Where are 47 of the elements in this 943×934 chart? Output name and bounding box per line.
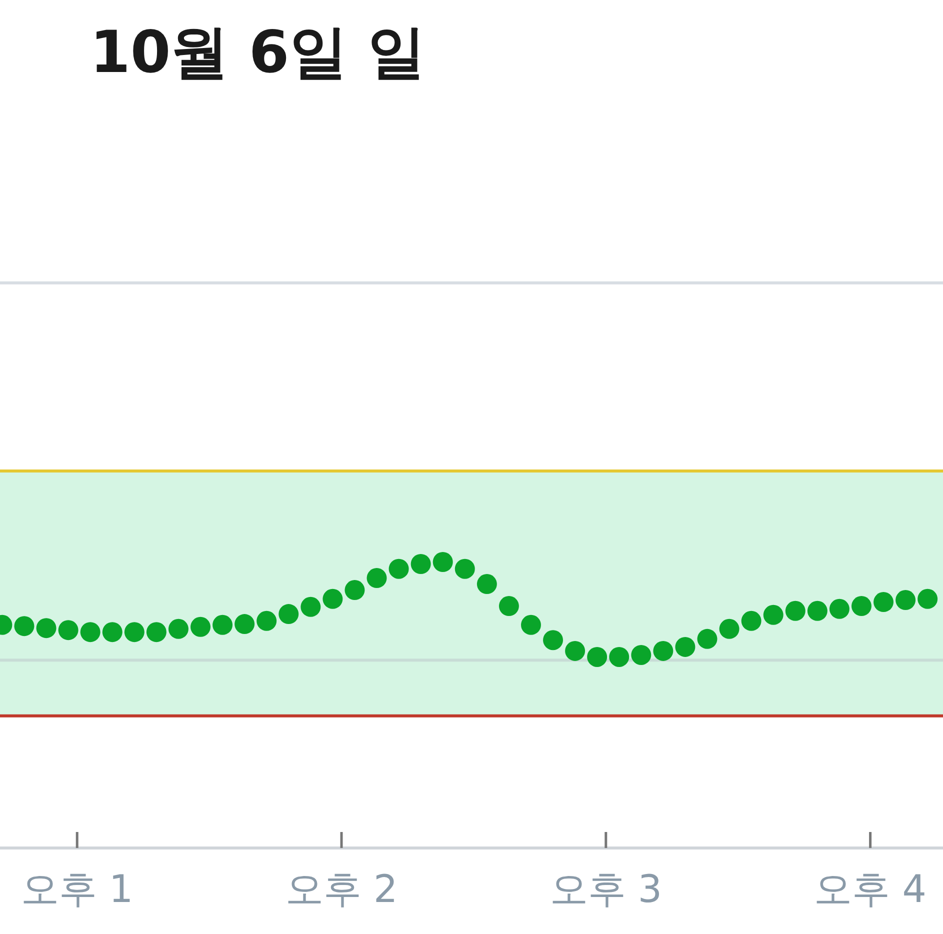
point xyxy=(675,636,696,657)
point xyxy=(719,618,740,639)
x-tick-label: 오후 1 xyxy=(20,867,134,911)
x-tick-label: 오후 3 xyxy=(550,867,662,911)
x-tick-label: 오후 4 xyxy=(814,867,926,911)
point xyxy=(300,596,321,617)
point xyxy=(212,614,233,635)
point xyxy=(543,630,564,650)
point xyxy=(124,622,144,642)
point xyxy=(80,622,100,642)
point xyxy=(102,622,122,642)
point xyxy=(785,600,806,621)
point xyxy=(432,552,453,572)
point xyxy=(454,558,475,579)
point xyxy=(476,574,497,594)
point xyxy=(829,598,850,619)
point xyxy=(697,628,718,649)
point xyxy=(763,604,784,625)
point xyxy=(918,588,938,609)
point xyxy=(190,616,210,637)
point xyxy=(851,596,872,616)
point xyxy=(587,646,608,667)
point xyxy=(388,558,409,579)
point xyxy=(520,614,541,635)
point xyxy=(256,610,277,631)
point xyxy=(807,600,828,621)
point xyxy=(278,604,299,624)
point xyxy=(410,554,431,574)
point xyxy=(631,644,652,665)
point xyxy=(344,580,365,600)
point xyxy=(146,622,166,642)
point xyxy=(36,618,56,638)
point xyxy=(366,568,387,588)
point xyxy=(609,646,630,667)
point xyxy=(874,592,894,612)
point xyxy=(565,640,586,661)
point xyxy=(168,618,188,639)
chart-title: 10월 6일 일 xyxy=(90,18,426,86)
point xyxy=(741,610,762,631)
point xyxy=(322,588,343,609)
point xyxy=(58,620,78,640)
point xyxy=(498,596,519,616)
point xyxy=(14,616,34,636)
point xyxy=(896,590,916,610)
point xyxy=(653,640,674,661)
point xyxy=(234,614,255,634)
x-tick-label: 오후 2 xyxy=(285,867,398,911)
